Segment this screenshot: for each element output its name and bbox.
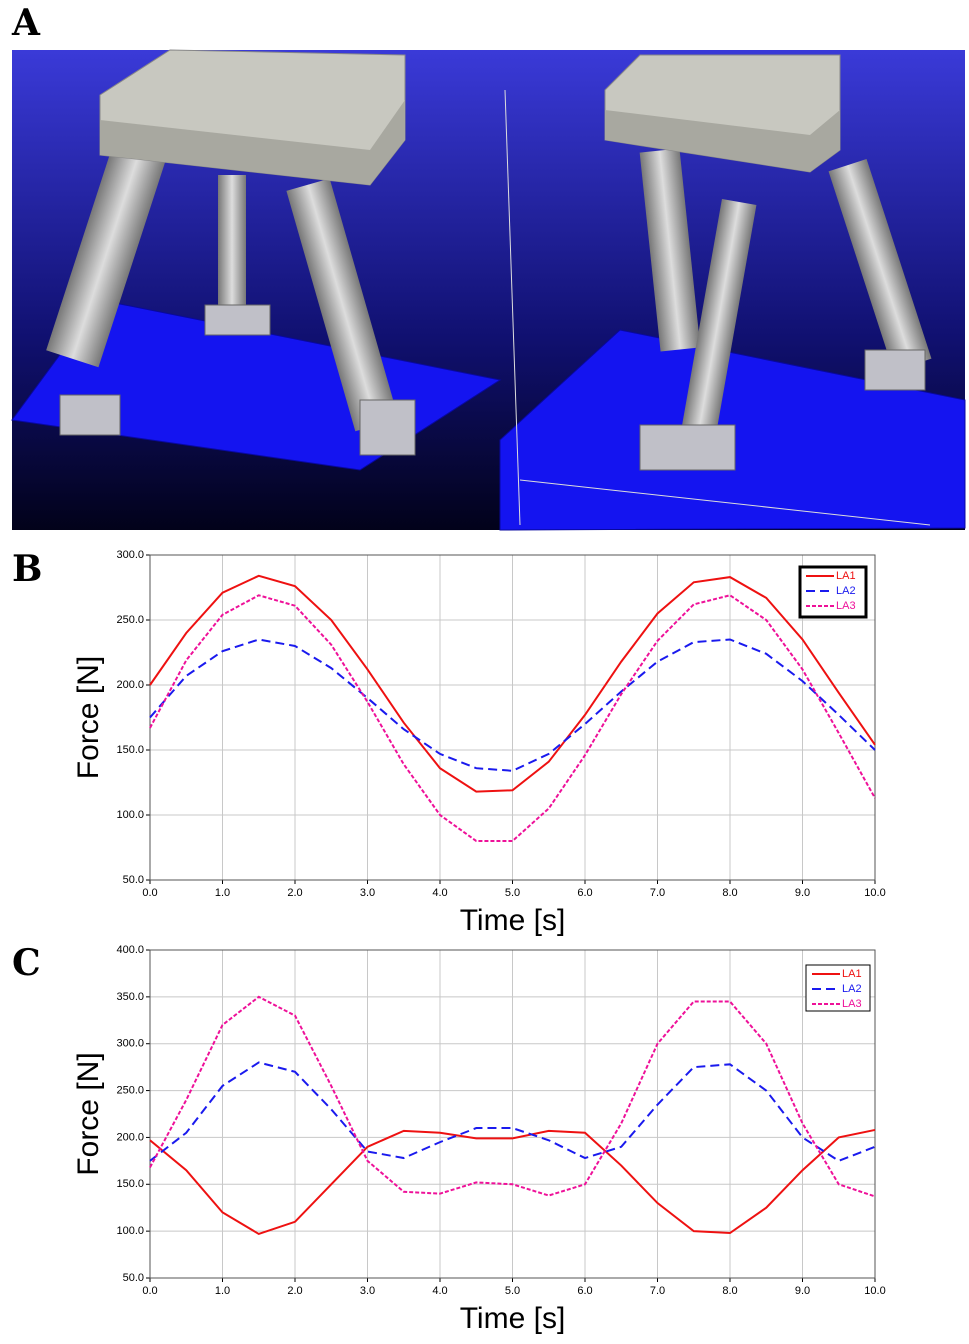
x-tick-label: 7.0 [650,1285,665,1297]
y-tick-label: 50.0 [123,1272,144,1284]
data-line [149,574,876,793]
legend-label: LA1 [836,570,856,582]
y-tick-label: 200.0 [116,679,144,691]
y-axis-title: Force [N] [72,1052,105,1175]
x-tick-label: 4.0 [432,1285,447,1297]
y-tick-label: 200.0 [116,1131,144,1143]
x-tick-label: 5.0 [505,1285,520,1297]
x-tick-label: 0.0 [142,1285,157,1297]
legend-label: LA2 [842,983,862,995]
y-axis-title: Force [N] [72,656,105,779]
plot-frame [149,949,876,1279]
data-line [149,594,876,842]
x-tick-label: 5.0 [505,887,520,899]
x-tick-label: 6.0 [577,1285,592,1297]
x-tick-label: 1.0 [215,887,230,899]
x-tick-label: 1.0 [215,1285,230,1297]
x-tick-label: 6.0 [577,887,592,899]
x-axis-title: Time [s] [460,904,566,937]
data-line [149,1061,876,1162]
y-tick-label: 100.0 [116,1225,144,1237]
panel-label: B [12,548,42,590]
y-tick-label: 400.0 [116,944,144,956]
x-tick-label: 3.0 [360,1285,375,1297]
legend-label: LA3 [842,998,862,1010]
x-tick-label: 7.0 [650,887,665,899]
y-tick-label: 150.0 [116,744,144,756]
legend-label: LA2 [836,585,856,597]
y-tick-label: 350.0 [116,991,144,1003]
x-tick-label: 9.0 [795,887,810,899]
x-tick-label: 9.0 [795,1285,810,1297]
y-tick-label: 300.0 [116,549,144,561]
x-tick-label: 8.0 [722,1285,737,1297]
x-tick-label: 2.0 [287,887,302,899]
x-tick-label: 2.0 [287,1285,302,1297]
legend-label: LA1 [842,968,862,980]
data-line [149,638,876,772]
render-image [11,49,966,531]
x-tick-label: 10.0 [864,1285,885,1297]
panel-label: C [12,942,41,984]
legend-label: LA3 [836,600,856,612]
panel-label: A [11,2,41,44]
x-tick-label: 10.0 [864,887,885,899]
data-line [149,995,876,1198]
x-tick-label: 3.0 [360,887,375,899]
x-tick-label: 8.0 [722,887,737,899]
y-tick-label: 250.0 [116,614,144,626]
data-line [149,1128,876,1236]
y-tick-label: 100.0 [116,809,144,821]
x-tick-label: 0.0 [142,887,157,899]
y-tick-label: 150.0 [116,1178,144,1190]
x-tick-label: 4.0 [432,887,447,899]
y-tick-label: 300.0 [116,1038,144,1050]
x-axis-title: Time [s] [460,1302,566,1335]
y-tick-label: 250.0 [116,1084,144,1096]
y-tick-label: 50.0 [123,874,144,886]
